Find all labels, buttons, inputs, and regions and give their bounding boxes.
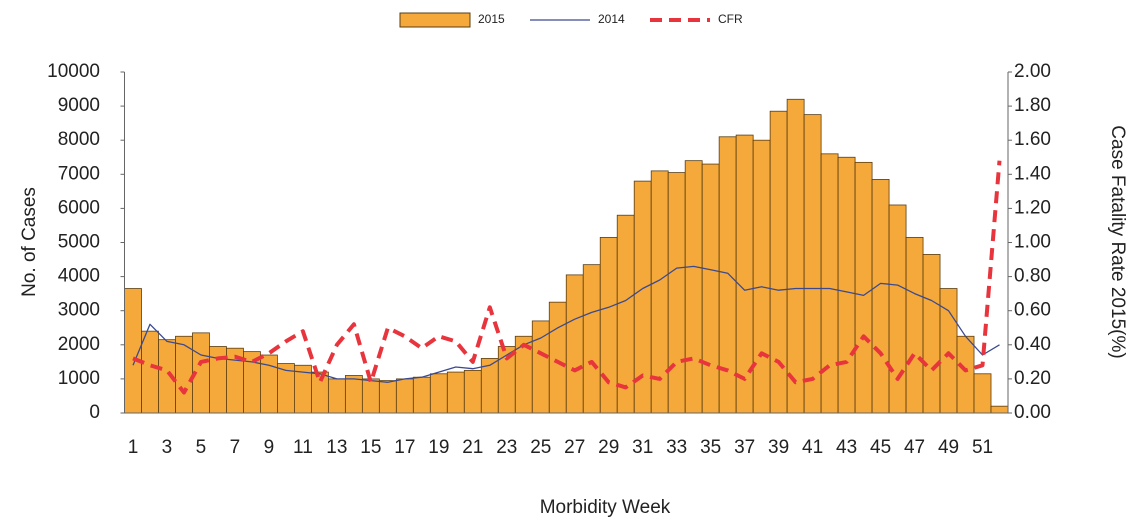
x-tick-label: 29 bbox=[598, 437, 619, 458]
x-tick-label: 7 bbox=[230, 437, 241, 458]
y-tick-label: 8000 bbox=[58, 129, 100, 150]
y-axis-title: No. of Cases bbox=[19, 187, 40, 297]
bar bbox=[429, 373, 448, 414]
bar bbox=[956, 335, 975, 414]
y-tick-label: 1000 bbox=[58, 368, 100, 389]
bar bbox=[871, 179, 890, 414]
x-tick-label: 13 bbox=[326, 437, 347, 458]
legend-swatch bbox=[399, 12, 471, 28]
line-series bbox=[132, 265, 1000, 383]
y-tick-label: 0 bbox=[89, 402, 100, 423]
y2-tick-label: 1.00 bbox=[1014, 232, 1051, 253]
y2-axis-title: Case Fatality Rate 2015(%) bbox=[1107, 125, 1128, 358]
x-tick-label: 47 bbox=[904, 437, 925, 458]
bar bbox=[820, 153, 839, 414]
bar bbox=[463, 369, 482, 414]
bar bbox=[599, 236, 618, 414]
bar bbox=[769, 110, 788, 414]
y-tick-label: 2000 bbox=[58, 334, 100, 355]
y2-tick-label: 0.40 bbox=[1014, 334, 1051, 355]
x-tick-label: 23 bbox=[496, 437, 517, 458]
x-tick-label: 11 bbox=[293, 437, 313, 458]
y-tick-label: 4000 bbox=[58, 266, 100, 287]
x-tick-label: 27 bbox=[564, 437, 585, 458]
y-tick-label: 3000 bbox=[58, 300, 100, 321]
bar bbox=[582, 264, 601, 414]
x-tick-label: 17 bbox=[394, 437, 415, 458]
x-tick-label: 41 bbox=[802, 437, 823, 458]
y-tick-label: 9000 bbox=[58, 95, 100, 116]
x-tick-label: 19 bbox=[428, 437, 449, 458]
x-tick-label: 45 bbox=[870, 437, 891, 458]
x-tick-label: 21 bbox=[462, 437, 483, 458]
x-tick-label: 25 bbox=[530, 437, 551, 458]
bar bbox=[684, 160, 703, 414]
y2-tick-label: 1.40 bbox=[1014, 163, 1051, 184]
bar bbox=[922, 254, 941, 414]
bar bbox=[990, 405, 1009, 414]
y-tick-label: 6000 bbox=[58, 197, 100, 218]
bar bbox=[667, 172, 686, 414]
x-tick-label: 3 bbox=[162, 437, 173, 458]
y2-tick-label: 1.60 bbox=[1014, 129, 1051, 150]
x-tick-label: 49 bbox=[938, 437, 959, 458]
x-tick-label: 51 bbox=[972, 437, 993, 458]
bar bbox=[837, 156, 856, 414]
bar bbox=[616, 214, 635, 414]
x-tick-label: 31 bbox=[632, 437, 653, 458]
bar bbox=[412, 376, 431, 414]
bar bbox=[361, 378, 380, 414]
bar bbox=[701, 163, 720, 414]
x-tick-label: 5 bbox=[196, 437, 207, 458]
x-tick-label: 39 bbox=[768, 437, 789, 458]
x-tick-label: 43 bbox=[836, 437, 857, 458]
bar bbox=[803, 114, 822, 414]
bar bbox=[752, 139, 771, 414]
x-tick-label: 35 bbox=[700, 437, 721, 458]
y2-tick-label: 1.80 bbox=[1014, 95, 1051, 116]
y-tick-label: 7000 bbox=[58, 163, 100, 184]
bar bbox=[327, 378, 346, 414]
y2-tick-label: 0.20 bbox=[1014, 368, 1051, 389]
bar bbox=[395, 378, 414, 414]
x-tick-label: 15 bbox=[360, 437, 381, 458]
y2-tick-label: 1.20 bbox=[1014, 197, 1051, 218]
y2-tick-label: 0.00 bbox=[1014, 402, 1051, 423]
y2-tick-label: 2.00 bbox=[1014, 61, 1051, 82]
bar bbox=[344, 375, 363, 414]
legend-label: 2015 bbox=[478, 12, 505, 26]
legend-label: 2014 bbox=[598, 12, 625, 26]
line-series bbox=[132, 160, 1002, 395]
bar bbox=[378, 380, 397, 414]
y2-tick-label: 0.80 bbox=[1014, 266, 1051, 287]
bar bbox=[854, 161, 873, 414]
bar bbox=[548, 301, 567, 414]
bar bbox=[973, 373, 992, 414]
x-tick-label: 37 bbox=[734, 437, 755, 458]
x-tick-label: 1 bbox=[128, 437, 139, 458]
bar bbox=[905, 236, 924, 414]
bar bbox=[446, 371, 465, 414]
bar bbox=[565, 274, 584, 414]
bar bbox=[888, 204, 907, 414]
y2-tick-label: 0.60 bbox=[1014, 300, 1051, 321]
y-tick-label: 5000 bbox=[58, 232, 100, 253]
x-tick-label: 33 bbox=[666, 437, 687, 458]
bar bbox=[141, 330, 159, 414]
bar bbox=[786, 98, 805, 414]
x-tick-label: 9 bbox=[264, 437, 275, 458]
x-axis-title: Morbidity Week bbox=[540, 497, 671, 518]
y-tick-label: 10000 bbox=[47, 61, 100, 82]
legend-label: CFR bbox=[718, 12, 743, 26]
